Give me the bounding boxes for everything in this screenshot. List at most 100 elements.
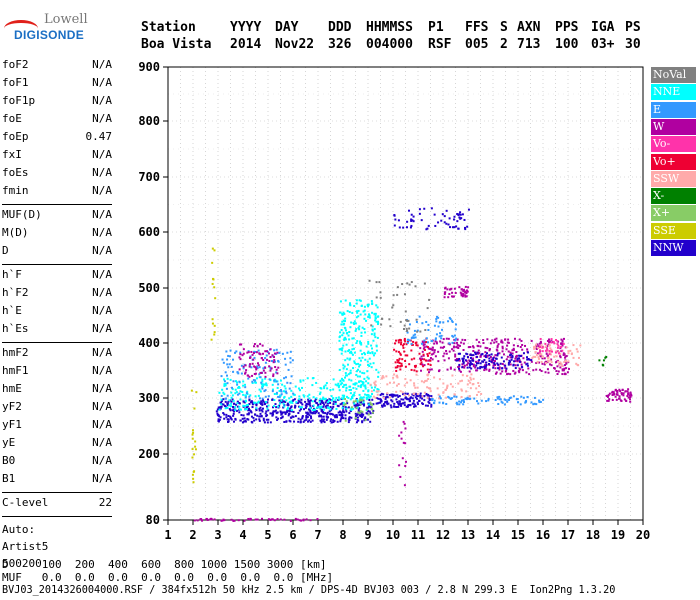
data-point [284,357,287,360]
data-point [429,398,432,401]
data-point [620,393,623,396]
data-point [467,346,470,349]
data-point [462,403,465,406]
data-point [379,394,382,397]
data-point [238,392,241,395]
data-point [502,360,505,363]
data-point [395,398,398,401]
data-point [343,384,346,387]
data-point [258,352,261,355]
data-point [539,400,542,403]
data-point [512,349,515,352]
param-row: foE N/A [2,112,112,130]
data-point [369,416,372,419]
data-point [340,347,343,350]
data-point [453,334,456,337]
data-point [507,363,510,366]
data-point [423,346,426,349]
data-point [226,418,229,421]
data-point [400,343,403,346]
data-point [272,361,275,364]
data-point [249,410,252,413]
data-point [431,348,434,351]
data-point [291,359,294,362]
data-point [342,385,345,388]
data-point [398,361,401,364]
data-point [548,338,551,341]
data-point [394,361,397,364]
data-point [322,396,325,399]
data-point [261,397,264,400]
data-point [344,320,347,323]
data-point [437,350,440,353]
data-point [294,517,297,520]
data-point [343,322,346,325]
param-value: N/A [92,436,112,449]
data-point [392,393,395,396]
data-point [431,353,434,356]
data-point [257,349,260,352]
data-point [397,359,400,362]
data-point [443,293,446,296]
data-point [447,395,450,398]
data-point [349,385,352,388]
data-point [338,389,341,392]
data-point [420,380,423,383]
data-point [292,392,295,395]
data-point [264,395,267,398]
data-point [342,311,345,314]
data-point [290,389,293,392]
data-point [360,383,363,386]
data-point [374,314,377,317]
data-point [408,283,411,286]
data-point [314,409,317,412]
data-point [381,317,384,320]
data-point [264,361,267,364]
data-point [418,315,421,318]
data-point [368,364,371,367]
data-point [430,395,433,398]
data-point [413,369,416,372]
data-point [242,404,245,407]
data-point [476,400,479,403]
data-point [262,400,265,403]
data-point [446,384,449,387]
data-point [362,401,365,404]
data-point [472,357,475,360]
x-tick-label: 6 [289,528,296,542]
data-point [437,221,440,224]
data-point [365,398,368,401]
data-point [319,403,322,406]
auto-line: 500200 [2,557,42,570]
data-point [382,393,385,396]
data-point [217,413,220,416]
data-point [427,378,430,381]
data-point [367,342,370,345]
data-point [427,328,430,331]
x-tick-label: 1 [164,528,171,542]
data-point [472,382,475,385]
data-point [254,395,257,398]
data-point [434,337,437,340]
data-point [357,385,360,388]
data-point [367,394,370,397]
data-point [349,302,352,305]
data-point [393,224,396,227]
data-point [469,376,472,379]
data-point [485,363,488,366]
param-name: foE [2,112,22,125]
data-point [232,412,235,415]
data-point [466,353,469,356]
data-point [484,351,487,354]
data-point [264,383,267,386]
data-point [472,345,475,348]
data-point [549,340,552,343]
data-point [352,383,355,386]
data-point [356,418,359,421]
param-name: foF2 [2,58,29,71]
data-point [255,404,258,407]
data-point [249,517,252,520]
x-tick-label: 20 [636,528,650,542]
data-point [271,411,274,414]
data-point [397,402,400,405]
